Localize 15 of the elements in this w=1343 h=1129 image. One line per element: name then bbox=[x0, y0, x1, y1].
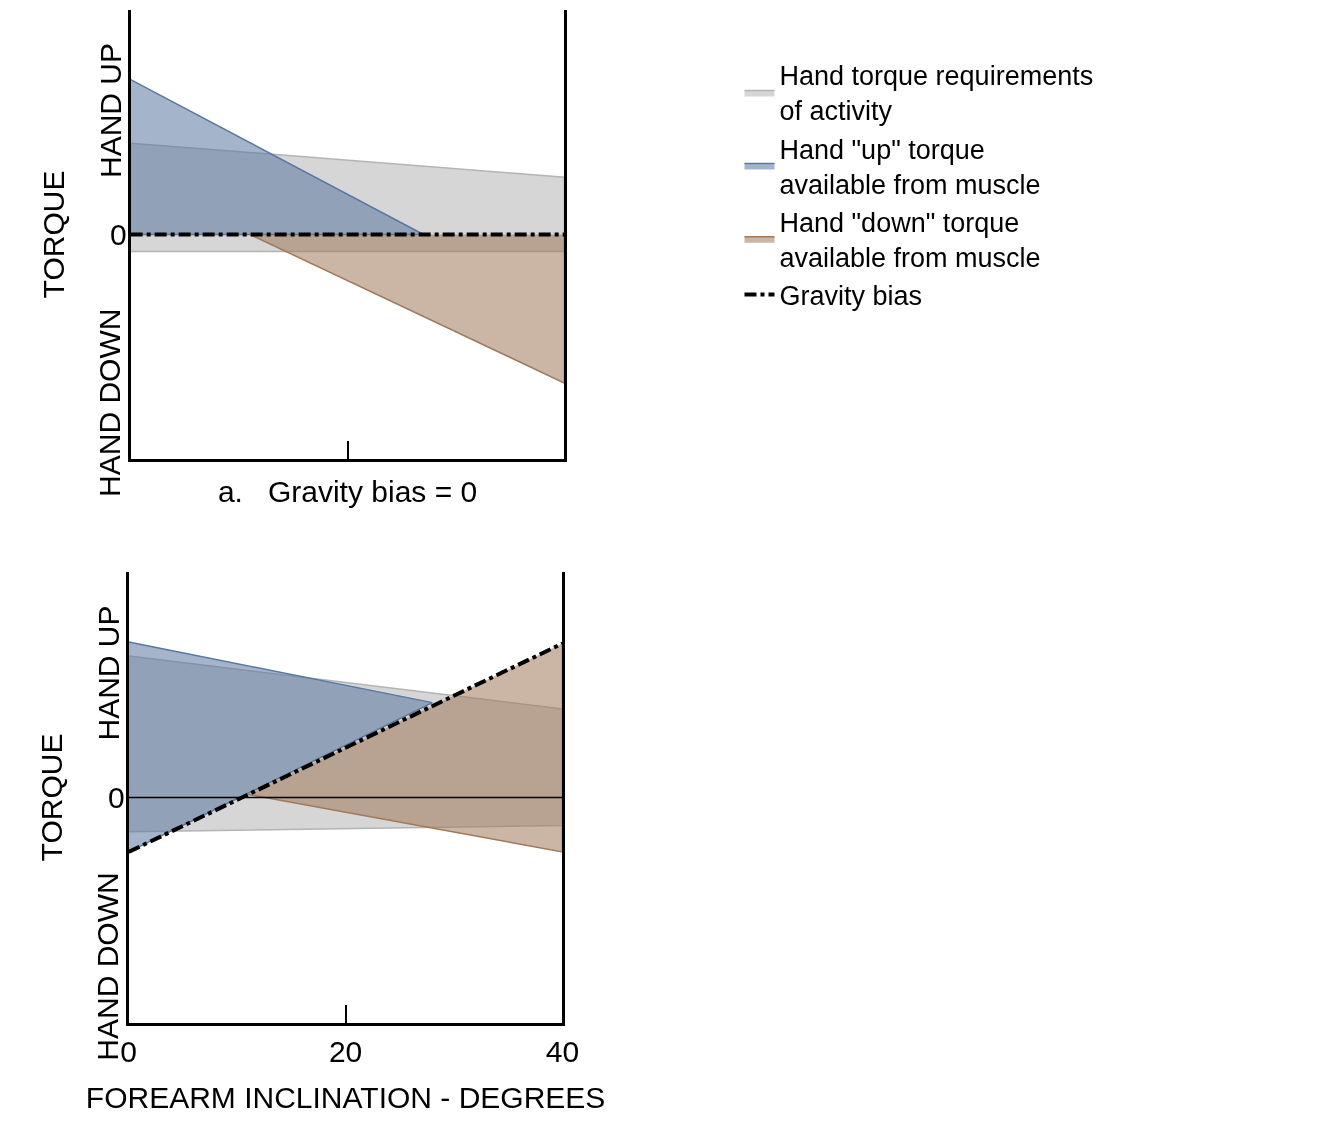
y-axis-title: TORQUE bbox=[36, 170, 70, 299]
x-axis-title: FOREARM INCLINATION - DEGREES bbox=[85, 1080, 606, 1114]
legend-label: Hand torque requirements of activity bbox=[779, 61, 1094, 127]
legend-label: Hand "down" torque available from muscle bbox=[779, 207, 1041, 273]
x-axis-title: a. Gravity bias = 0 bbox=[217, 474, 478, 508]
legend-label: Hand "up" torque available from muscle bbox=[779, 134, 1041, 200]
text: HAND DOWN bbox=[93, 308, 127, 497]
x-tick-label: 40 bbox=[545, 1035, 580, 1068]
text: 0 bbox=[110, 218, 127, 251]
x-tick-label: 20 bbox=[328, 1035, 363, 1068]
text: 0 bbox=[108, 781, 125, 814]
y-axis-title: TORQUE bbox=[34, 733, 68, 862]
text: HAND UP bbox=[93, 43, 127, 179]
text: HAND UP bbox=[91, 605, 125, 741]
legend-label: Gravity bias bbox=[779, 280, 923, 311]
